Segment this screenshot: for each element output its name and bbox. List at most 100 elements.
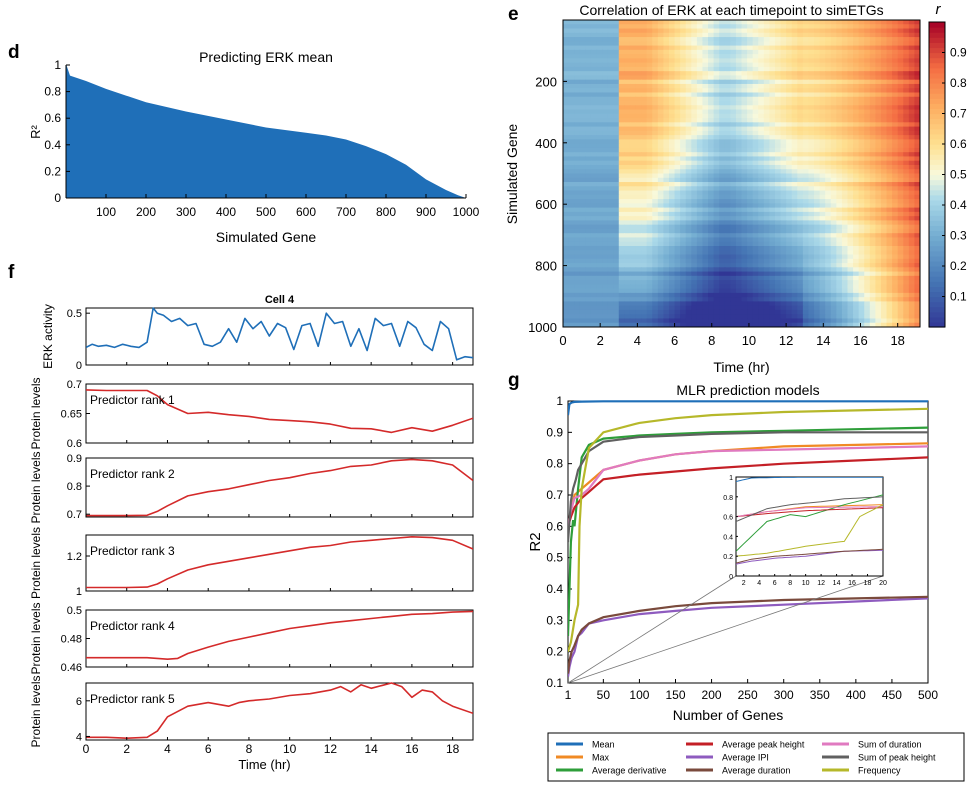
heatmap-cell — [735, 20, 743, 25]
heatmap-cell — [914, 28, 920, 34]
heatmap-cell — [685, 62, 692, 68]
heatmap-cell — [908, 75, 916, 81]
heatmap-cell — [802, 66, 810, 72]
heatmap-cell — [585, 88, 592, 94]
heatmap-cell — [730, 263, 737, 268]
heatmap-cell — [841, 24, 849, 30]
heatmap-cell — [864, 173, 871, 179]
heatmap-cell — [629, 66, 637, 72]
heatmap-cell — [668, 118, 676, 123]
heatmap-cell — [585, 288, 592, 294]
heatmap-cell — [853, 267, 860, 273]
heatmap-cell — [797, 135, 804, 140]
heatmap-cell — [741, 305, 748, 311]
heatmap-cell — [825, 20, 832, 25]
heatmap-cell — [663, 71, 670, 77]
heatmap-cell — [886, 318, 893, 324]
heatmap-cell — [864, 318, 871, 324]
heatmap-cell — [590, 199, 598, 204]
heatmap-cell — [869, 75, 876, 81]
heatmap-cell — [657, 280, 665, 285]
heatmap-cell — [864, 118, 871, 123]
heatmap-cell — [596, 271, 603, 277]
heatmap-cell — [635, 71, 642, 77]
heatmap-cell — [903, 263, 910, 268]
heatmap-cell — [596, 37, 603, 42]
heatmap-cell — [607, 135, 614, 140]
heatmap-cell — [858, 301, 865, 307]
heatmap-cell — [624, 126, 631, 132]
heatmap-cell — [814, 211, 821, 217]
heatmap-cell — [769, 207, 776, 213]
heatmap-cell — [674, 164, 681, 170]
heatmap-cell — [758, 271, 765, 277]
heatmap-cell — [674, 292, 681, 298]
heatmap-cell — [797, 228, 804, 234]
heatmap-cell — [853, 66, 860, 72]
heatmap-cell — [814, 49, 821, 55]
heatmap-cell — [646, 147, 653, 153]
heatmap-cell — [613, 139, 620, 145]
heatmap-cell — [897, 211, 904, 217]
heatmap-cell — [590, 297, 598, 303]
heatmap-cell — [847, 135, 854, 140]
heatmap-cell — [819, 147, 826, 153]
heatmap-cell — [908, 156, 916, 162]
heatmap-cell — [875, 126, 882, 132]
heatmap-cell — [847, 207, 854, 213]
heatmap-cell — [841, 301, 849, 307]
heatmap-cell — [814, 194, 821, 200]
heatmap-cell — [568, 20, 575, 25]
heatmap-cell — [880, 169, 888, 175]
heatmap-cell — [914, 126, 920, 132]
heatmap-cell — [596, 152, 603, 158]
heatmap-cell — [713, 186, 720, 192]
heatmap-cell — [613, 173, 620, 179]
heatmap-cell — [747, 173, 754, 179]
heatmap-cell — [758, 62, 765, 68]
heatmap-cell — [747, 186, 754, 192]
heatmap-cell — [735, 305, 743, 311]
heatmap-cell — [875, 233, 882, 239]
heatmap-cell — [869, 199, 876, 204]
heatmap-cell — [657, 194, 665, 200]
heatmap-cell — [791, 152, 798, 158]
heatmap-cell — [880, 160, 888, 166]
heatmap-cell — [908, 194, 916, 200]
heatmap-cell — [629, 318, 637, 324]
heatmap-cell — [892, 118, 899, 123]
heatmap-cell — [574, 228, 581, 234]
heatmap-cell — [797, 88, 804, 94]
heatmap-cell — [825, 160, 832, 166]
y-tick-label: 1.2 — [67, 551, 82, 563]
heatmap-cell — [897, 275, 904, 281]
heatmap-cell — [880, 135, 888, 140]
heatmap-cell — [752, 182, 759, 187]
heatmap-cell — [864, 32, 871, 38]
heatmap-cell — [903, 267, 910, 273]
heatmap-cell — [741, 318, 748, 324]
heatmap-cell — [797, 101, 804, 106]
heatmap-cell — [786, 280, 793, 285]
heatmap-cell — [747, 28, 754, 34]
heatmap-cell — [607, 233, 614, 239]
heatmap-cell — [741, 250, 748, 256]
heatmap-cell — [585, 49, 592, 55]
heatmap-cell — [897, 194, 904, 200]
heatmap-cell — [908, 118, 916, 123]
heatmap-cell — [719, 322, 726, 327]
heatmap-cell — [613, 130, 620, 136]
heatmap-cell — [780, 156, 787, 162]
heatmap-cell — [607, 173, 614, 179]
heatmap-cell — [696, 275, 704, 281]
heatmap-cell — [719, 203, 726, 209]
heatmap-cell — [780, 113, 787, 119]
colorbar-cell — [929, 22, 945, 28]
heatmap-cell — [635, 292, 642, 298]
heatmap-cell — [629, 309, 637, 315]
heatmap-cell — [568, 66, 575, 72]
heatmap-cell — [685, 28, 692, 34]
heatmap-cell — [791, 292, 798, 298]
heatmap-cell — [858, 24, 865, 30]
heatmap-cell — [708, 297, 715, 303]
